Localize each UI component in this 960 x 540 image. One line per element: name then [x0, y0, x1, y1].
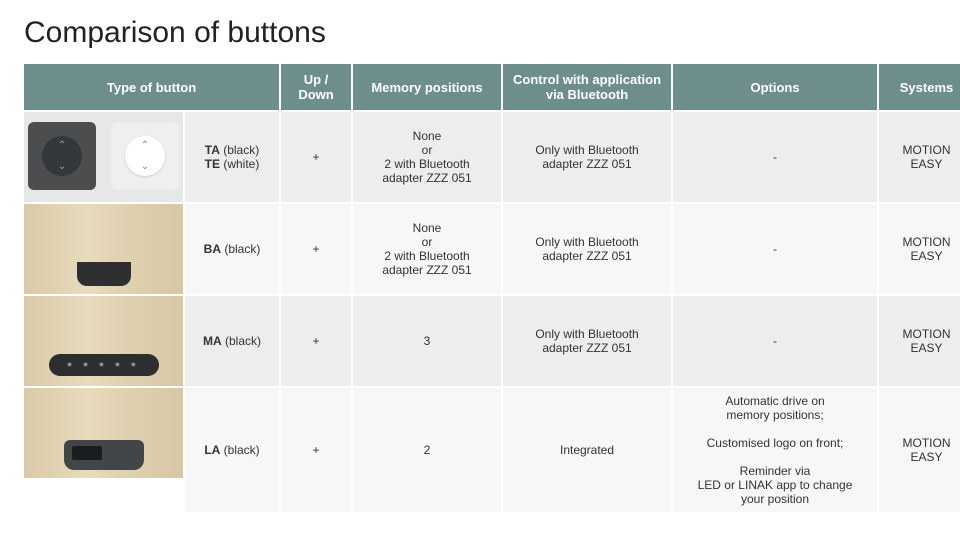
cell-options: Automatic drive onmemory positions; Cust… [672, 387, 878, 512]
cell-systems: MOTIONEASY [878, 111, 960, 203]
cell-updown: + [280, 387, 352, 512]
cell-memory: Noneor2 with Bluetoothadapter ZZZ 051 [352, 111, 502, 203]
cell-options: - [672, 295, 878, 387]
cell-systems: MOTIONEASY [878, 295, 960, 387]
cell-bluetooth: Only with Bluetoothadapter ZZZ 051 [502, 111, 672, 203]
row-label: TA (black)TE (white) [184, 111, 280, 203]
th-systems: Systems [878, 64, 960, 111]
row-label: MA (black) [184, 295, 280, 387]
th-memory: Memory positions [352, 64, 502, 111]
table-row: BA (black) + Noneor2 with Bluetoothadapt… [24, 203, 960, 295]
comparison-table: Type of button Up / Down Memory position… [24, 64, 960, 512]
cell-systems: MOTIONEASY [878, 203, 960, 295]
row-label: BA (black) [184, 203, 280, 295]
cell-updown: + [280, 111, 352, 203]
th-updown: Up / Down [280, 64, 352, 111]
product-image-ba [24, 203, 184, 295]
cell-bluetooth: Integrated [502, 387, 672, 512]
table-row: ● ● ● ● ● MA (black) + 3 Only with Bluet… [24, 295, 960, 387]
th-type: Type of button [24, 64, 280, 111]
cell-options: - [672, 111, 878, 203]
cell-updown: + [280, 203, 352, 295]
cell-options: - [672, 203, 878, 295]
table-header-row: Type of button Up / Down Memory position… [24, 64, 960, 111]
row-label: LA (black) [184, 387, 280, 512]
cell-updown: + [280, 295, 352, 387]
cell-memory: 3 [352, 295, 502, 387]
cell-bluetooth: Only with Bluetoothadapter ZZZ 051 [502, 295, 672, 387]
th-options: Options [672, 64, 878, 111]
cell-bluetooth: Only with Bluetoothadapter ZZZ 051 [502, 203, 672, 295]
product-image-ta-te: ⌃⌄ ⌃⌄ [24, 111, 184, 203]
cell-memory: Noneor2 with Bluetoothadapter ZZZ 051 [352, 203, 502, 295]
product-image-ma: ● ● ● ● ● [24, 295, 184, 387]
cell-memory: 2 [352, 387, 502, 512]
th-bluetooth: Control with application via Bluetooth [502, 64, 672, 111]
table-row: LA (black) + 2 Integrated Automatic driv… [24, 387, 960, 512]
cell-systems: MOTIONEASY [878, 387, 960, 512]
product-image-la [24, 387, 184, 512]
table-row: ⌃⌄ ⌃⌄ TA (black)TE (white) + Noneor2 wit… [24, 111, 960, 203]
page-title: Comparison of buttons [24, 16, 936, 50]
